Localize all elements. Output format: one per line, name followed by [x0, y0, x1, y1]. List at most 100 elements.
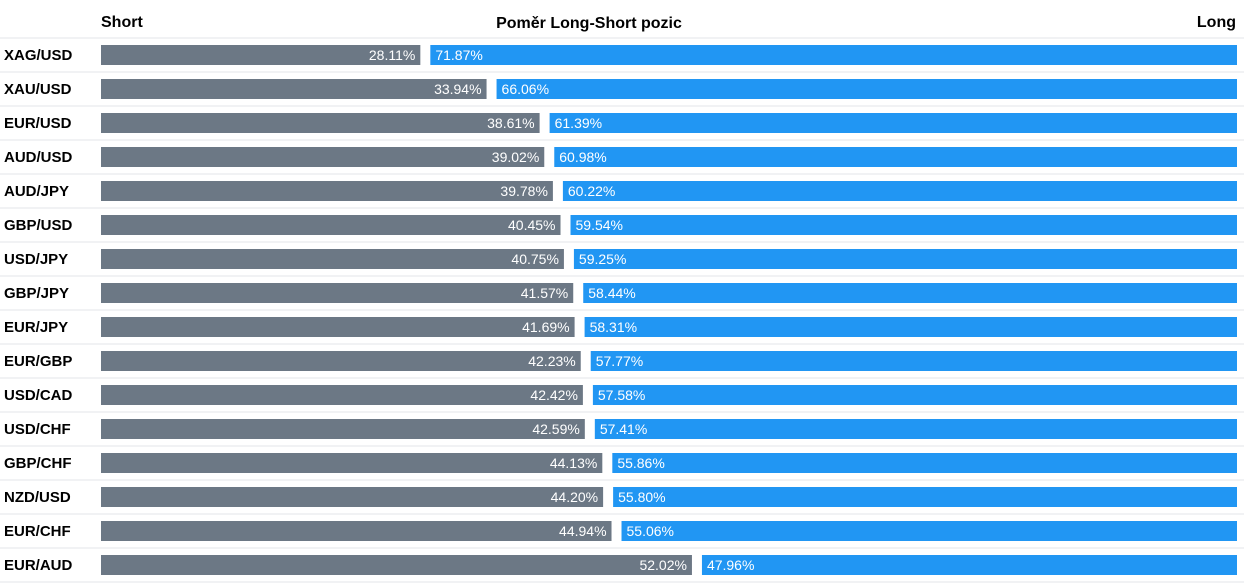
short-value-label: 44.13% [550, 455, 597, 471]
short-value-label: 39.78% [500, 183, 547, 199]
long-bar [583, 283, 1237, 303]
category-label: AUD/USD [4, 149, 73, 166]
long-value-label: 55.80% [618, 489, 665, 505]
short-value-label: 42.42% [530, 387, 577, 403]
category-label: NZD/USD [4, 489, 71, 506]
bar-row: GBP/USD 40.45% 59.54% [4, 215, 1237, 235]
short-bar [101, 521, 612, 541]
category-label: GBP/CHF [4, 455, 72, 472]
short-bar [101, 147, 545, 167]
header: Short Poměr Long-Short pozic Long [101, 14, 1236, 32]
long-value-label: 71.87% [435, 47, 482, 63]
short-bar [101, 555, 692, 575]
short-value-label: 41.69% [522, 319, 569, 335]
bar-row: XAG/USD 28.11% 71.87% [4, 45, 1237, 65]
short-bar [101, 45, 421, 65]
category-label: EUR/USD [4, 115, 72, 132]
category-label: XAG/USD [4, 47, 73, 64]
long-bar [701, 555, 1237, 575]
long-bar [573, 249, 1237, 269]
long-bar [430, 45, 1237, 65]
short-bar [101, 385, 583, 405]
long-bar [554, 147, 1237, 167]
short-value-label: 39.02% [492, 149, 539, 165]
short-bar [101, 283, 574, 303]
bar-row: NZD/USD 44.20% 55.80% [4, 487, 1237, 507]
long-value-label: 59.54% [576, 217, 623, 233]
category-label: AUD/JPY [4, 183, 69, 200]
short-bar [101, 453, 603, 473]
long-bar [590, 351, 1237, 371]
short-bar [101, 181, 553, 201]
category-label: GBP/USD [4, 217, 73, 234]
short-value-label: 44.20% [551, 489, 598, 505]
long-bar [592, 385, 1237, 405]
long-bar [549, 113, 1237, 133]
long-value-label: 55.86% [617, 455, 664, 471]
short-bar [101, 79, 487, 99]
long-bar [594, 419, 1237, 439]
row-dividers [0, 37, 1244, 583]
bar-row: AUD/USD 39.02% 60.98% [4, 147, 1237, 167]
long-value-label: 61.39% [555, 115, 602, 131]
bar-row: EUR/USD 38.61% 61.39% [4, 113, 1237, 133]
bar-row: EUR/JPY 41.69% 58.31% [4, 317, 1237, 337]
short-value-label: 40.75% [511, 251, 558, 267]
bar-rows: XAG/USD 28.11% 71.87% XAU/USD 33.94% 66.06% EU… [4, 45, 1237, 575]
long-bar [570, 215, 1237, 235]
bar-row: GBP/JPY 41.57% 58.44% [4, 283, 1237, 303]
long-value-label: 66.06% [502, 81, 549, 97]
long-bar [613, 487, 1237, 507]
long-value-label: 57.41% [600, 421, 647, 437]
category-label: XAU/USD [4, 81, 72, 98]
short-value-label: 42.59% [532, 421, 579, 437]
short-value-label: 38.61% [487, 115, 534, 131]
category-label: EUR/JPY [4, 319, 68, 336]
short-bar [101, 317, 575, 337]
long-bar [612, 453, 1237, 473]
short-bar [101, 419, 585, 439]
bar-row: AUD/JPY 39.78% 60.22% [4, 181, 1237, 201]
chart-title: Poměr Long-Short pozic [496, 15, 682, 32]
short-value-label: 28.11% [369, 47, 415, 63]
short-bar [101, 351, 581, 371]
bar-row: EUR/CHF 44.94% 55.06% [4, 521, 1237, 541]
long-value-label: 60.98% [559, 149, 606, 165]
bar-row: USD/JPY 40.75% 59.25% [4, 249, 1237, 269]
long-value-label: 57.58% [598, 387, 645, 403]
long-bar [621, 521, 1237, 541]
bar-row: XAU/USD 33.94% 66.06% [4, 79, 1237, 99]
long-value-label: 47.96% [707, 557, 754, 573]
long-bar [562, 181, 1237, 201]
category-label: USD/JPY [4, 251, 68, 268]
long-value-label: 60.22% [568, 183, 615, 199]
bar-row: GBP/CHF 44.13% 55.86% [4, 453, 1237, 473]
short-value-label: 42.23% [528, 353, 575, 369]
short-value-label: 40.45% [508, 217, 555, 233]
short-bar [101, 113, 540, 133]
bar-row: USD/CHF 42.59% 57.41% [4, 419, 1237, 439]
short-value-label: 44.94% [559, 523, 606, 539]
long-value-label: 55.06% [627, 523, 674, 539]
category-label: EUR/CHF [4, 523, 71, 540]
short-value-label: 41.57% [521, 285, 568, 301]
long-bar [496, 79, 1237, 99]
short-bar [101, 215, 561, 235]
long-header: Long [1197, 14, 1236, 31]
long-bar [584, 317, 1237, 337]
short-bar [101, 487, 604, 507]
bar-row: EUR/GBP 42.23% 57.77% [4, 351, 1237, 371]
long-value-label: 58.31% [590, 319, 637, 335]
category-label: USD/CHF [4, 421, 71, 438]
short-value-label: 52.02% [639, 557, 686, 573]
long-value-label: 58.44% [588, 285, 635, 301]
short-value-label: 33.94% [434, 81, 481, 97]
category-label: EUR/GBP [4, 353, 72, 370]
category-label: EUR/AUD [4, 557, 73, 574]
bar-row: EUR/AUD 52.02% 47.96% [4, 555, 1237, 575]
short-header: Short [101, 14, 143, 31]
bar-row: USD/CAD 42.42% 57.58% [4, 385, 1237, 405]
category-label: USD/CAD [4, 387, 73, 404]
short-bar [101, 249, 564, 269]
